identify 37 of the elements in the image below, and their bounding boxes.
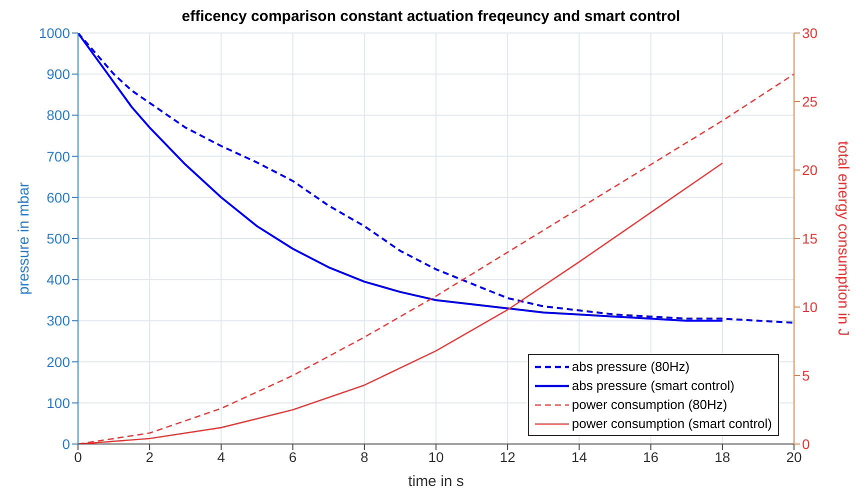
legend-label: power consumption (80Hz) (572, 397, 728, 412)
legend-label: power consumption (smart control) (572, 416, 772, 431)
x-tick-label: 10 (428, 448, 444, 465)
x-tick-label: 6 (288, 448, 297, 465)
legend-label: abs pressure (smart control) (572, 378, 734, 393)
y-tick-label: 100 (46, 394, 70, 411)
y2-tick-label: 10 (802, 298, 818, 315)
y-axis-title: pressure in mbar (15, 182, 32, 295)
y2-tick-label: 30 (802, 24, 818, 41)
chart-title: efficency comparison constant actuation freqeuncy and smart control (182, 8, 680, 25)
y-tick-label: 200 (46, 354, 70, 370)
y2-tick-label: 25 (802, 93, 818, 110)
x-tick-label: 20 (786, 448, 802, 465)
x-tick-label: 2 (146, 448, 154, 465)
x-tick-label: 8 (360, 448, 368, 465)
y-tick-label: 300 (46, 312, 70, 329)
y-tick-label: 500 (46, 230, 70, 246)
y-tick-label: 0 (62, 436, 70, 452)
y-tick-label: 900 (46, 66, 70, 82)
x-tick-label: 4 (217, 448, 226, 465)
y-tick-label: 800 (46, 107, 70, 124)
x-tick-label: 14 (571, 448, 588, 465)
y-tick-label: 700 (46, 148, 70, 164)
y2-axis-title: total energy consumption in J (834, 140, 852, 336)
y2-tick-label: 0 (802, 436, 810, 452)
y-tick-label: 600 (46, 189, 70, 206)
y2-tick-label: 5 (802, 367, 810, 384)
x-tick-label: 16 (643, 448, 659, 465)
x-tick-label: 18 (714, 448, 730, 465)
legend-label: abs pressure (80Hz) (572, 359, 690, 374)
y2-tick-label: 20 (802, 162, 818, 178)
x-axis-title: time in s (408, 473, 464, 490)
y-tick-label: 1000 (38, 24, 70, 41)
x-tick-label: 12 (500, 448, 516, 465)
y2-tick-label: 15 (802, 230, 818, 246)
x-tick-label: 0 (74, 448, 82, 465)
y-tick-label: 400 (46, 272, 70, 288)
